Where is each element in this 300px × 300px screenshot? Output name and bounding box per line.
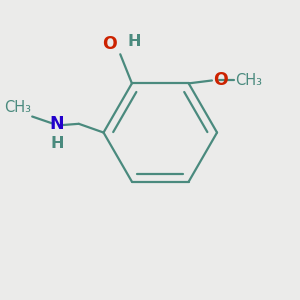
Text: H: H [51, 136, 64, 151]
Text: CH₃: CH₃ [4, 100, 31, 115]
Text: N: N [50, 115, 64, 133]
Text: O: O [102, 35, 117, 53]
Text: O: O [213, 71, 228, 89]
Text: H: H [128, 34, 141, 49]
Text: CH₃: CH₃ [235, 73, 262, 88]
